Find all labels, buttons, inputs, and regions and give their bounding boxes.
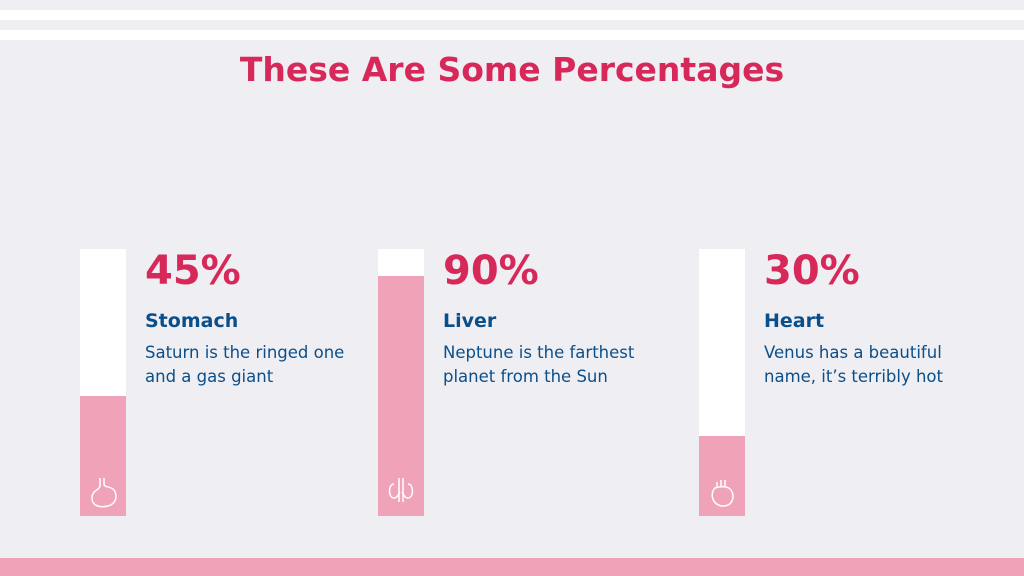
bar-track (378, 249, 424, 516)
percent-label: 90% (443, 248, 539, 294)
item-text: Neptune is the farthest (443, 343, 635, 362)
percent-label: 30% (764, 248, 860, 294)
title: These Are Some Percentages (239, 50, 785, 89)
item-text: name, it’s terribly hot (764, 367, 943, 386)
item-text: Venus has a beautiful (764, 343, 942, 362)
bar-track (699, 249, 745, 516)
bar-fill (699, 435, 745, 516)
percent-label: 45% (145, 248, 241, 294)
organ-icon (388, 478, 414, 502)
item-text: and a gas giant (145, 367, 274, 386)
item-title: Heart (764, 310, 825, 332)
item-title: Stomach (145, 310, 239, 332)
organ-icon (91, 478, 117, 508)
stripe (0, 10, 1024, 20)
item-text: Saturn is the ringed one (145, 343, 345, 362)
stripe (0, 30, 1024, 40)
bar-track (80, 249, 126, 516)
item-text: planet from the Sun (443, 367, 608, 386)
bar-fill (378, 275, 424, 516)
organ-icon (711, 480, 734, 507)
item-title: Liver (443, 310, 497, 332)
bottom-bar (0, 558, 1024, 576)
bar-fill (80, 395, 126, 516)
